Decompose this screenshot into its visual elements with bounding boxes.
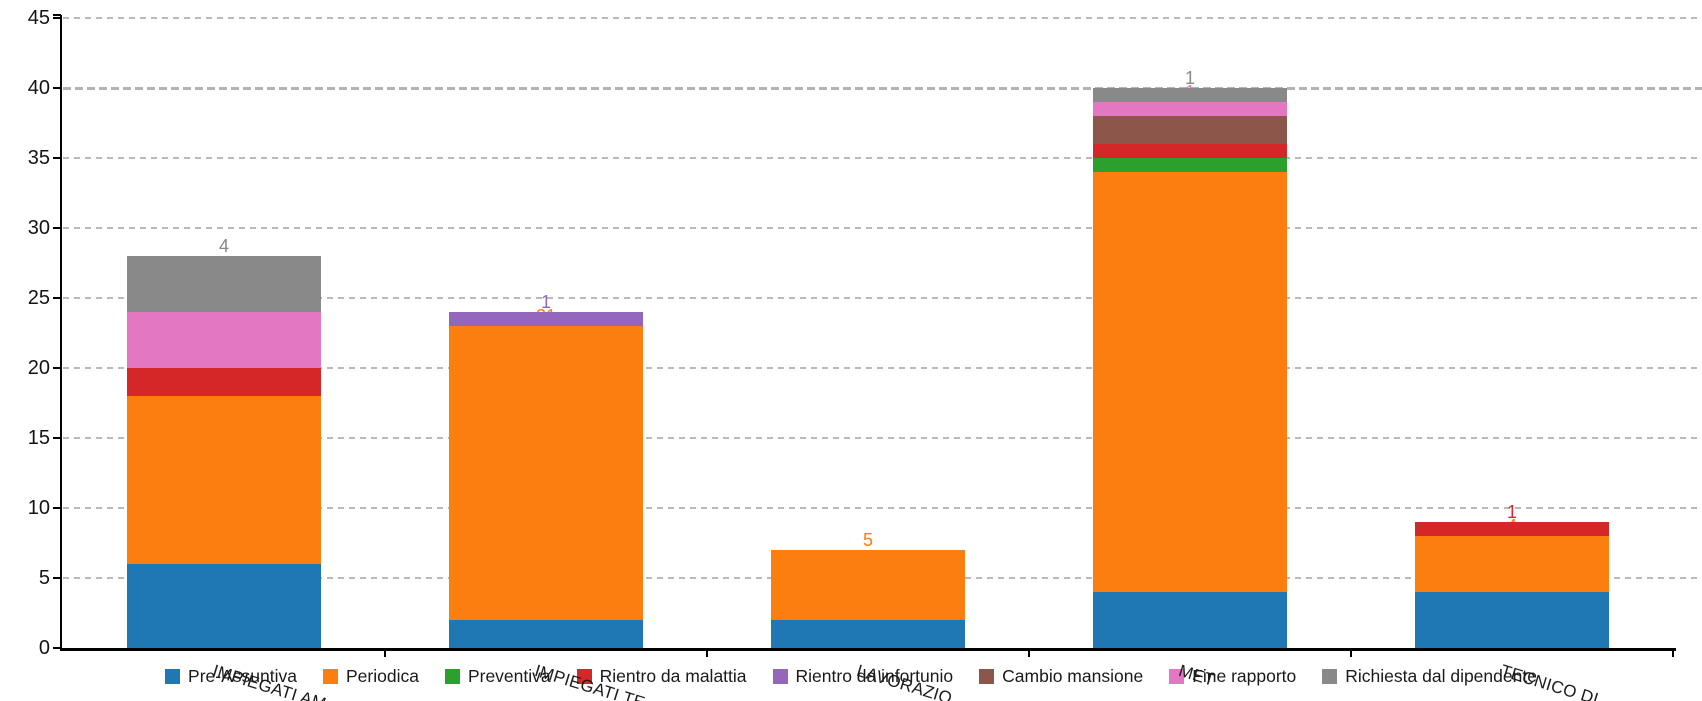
gridline-35 (63, 157, 1702, 159)
x-axis-tick (1672, 649, 1674, 657)
y-axis-tick-label: 10 (27, 497, 50, 519)
bar-segment[interactable] (1093, 102, 1287, 116)
y-axis-tick-label: 30 (27, 217, 50, 239)
legend: Pre-Assuntiva Periodica Preventiva Rientro … (0, 666, 1702, 687)
bar-segment[interactable] (127, 368, 321, 396)
legend-swatch-icon (576, 669, 592, 684)
legend-label: Periodica (345, 666, 419, 686)
bar-segment[interactable] (449, 620, 643, 648)
bar-segment[interactable] (1093, 158, 1287, 172)
bar-segment[interactable] (1093, 172, 1287, 592)
legend-label: Cambio mansione (1002, 666, 1144, 686)
y-axis-tick-10 (53, 507, 61, 509)
y-axis-line (60, 15, 62, 651)
legend-label: Richiesta dal dipendente (1345, 666, 1537, 686)
legend-label: Fine rapporto (1192, 666, 1297, 686)
y-axis-tick-label: 20 (27, 357, 50, 379)
y-axis-tick-label: 0 (38, 637, 50, 659)
y-axis-tick-30 (53, 227, 61, 229)
bar-segment[interactable] (1093, 116, 1287, 144)
segment-value-label: 5 (862, 530, 873, 550)
legend-item[interactable]: Periodica (322, 666, 419, 687)
bar-segment[interactable] (1415, 536, 1609, 592)
legend-item[interactable]: Pre-Assuntiva (165, 666, 297, 687)
bar-segment[interactable] (1093, 144, 1287, 158)
x-axis-tick (706, 649, 708, 657)
legend-swatch-icon (1322, 669, 1338, 684)
y-axis-tick-label: 25 (27, 287, 50, 309)
legend-item[interactable]: Rientro da infortunio (772, 666, 954, 687)
legend-swatch-icon (444, 669, 460, 684)
segment-value-label: 1 (540, 292, 551, 312)
y-axis-tick-45 (53, 17, 61, 19)
gridline-20 (63, 367, 1702, 369)
segment-value-label: 1 (1184, 68, 1195, 88)
legend-swatch-icon (772, 669, 788, 684)
bar-segment[interactable] (127, 564, 321, 648)
legend-label: Rientro da infortunio (795, 666, 954, 686)
y-axis-tick-40 (53, 87, 61, 89)
legend-item[interactable]: Richiesta dal dipendente (1322, 666, 1537, 687)
y-axis-tick-label: 15 (27, 427, 50, 449)
legend-item[interactable]: Fine rapporto (1169, 666, 1296, 687)
y-axis-tick-label: 45 (27, 7, 50, 29)
legend-item[interactable]: Rientro da malattia (576, 666, 747, 687)
x-axis-line (60, 648, 1676, 651)
x-axis-tick (1350, 649, 1352, 657)
y-axis-tick-label: 40 (27, 77, 50, 99)
gridline-45 (63, 17, 1702, 19)
y-axis-tick-15 (53, 437, 61, 439)
bar-segment[interactable] (771, 620, 965, 648)
gridline-15 (63, 437, 1702, 439)
y-axis-endcap (53, 14, 61, 16)
gridline-10 (63, 507, 1702, 509)
legend-item[interactable]: Preventiva (444, 666, 551, 687)
x-axis-tick (1028, 649, 1030, 657)
bar-segment[interactable] (771, 550, 965, 620)
y-axis-tick-35 (53, 157, 61, 159)
legend-swatch-icon (1169, 669, 1185, 684)
legend-label: Preventiva (467, 666, 551, 686)
legend-label: Pre-Assuntiva (188, 666, 297, 686)
legend-swatch-icon (322, 669, 338, 684)
legend-item[interactable]: Cambio mansione (979, 666, 1143, 687)
segment-value-label: 1 (1506, 502, 1517, 522)
bar-segment[interactable] (1093, 592, 1287, 648)
bar-segment[interactable] (1093, 88, 1287, 102)
bar-segment[interactable] (127, 256, 321, 312)
gridline-40 (63, 87, 1702, 90)
x-axis-tick (384, 649, 386, 657)
y-axis-tick-0 (53, 647, 61, 649)
bar-segment[interactable] (1415, 522, 1609, 536)
legend-swatch-icon (165, 669, 181, 684)
bar-segment[interactable] (449, 326, 643, 620)
gridline-30 (63, 227, 1702, 229)
bar-segment[interactable] (449, 312, 643, 326)
y-axis-tick-label: 35 (27, 147, 50, 169)
bar-segment[interactable] (127, 396, 321, 564)
gridline-25 (63, 297, 1702, 299)
y-axis-tick-25 (53, 297, 61, 299)
legend-label: Rientro da malattia (599, 666, 747, 686)
legend-swatch-icon (979, 669, 995, 684)
y-axis-tick-5 (53, 577, 61, 579)
segment-value-label: 4 (218, 236, 229, 256)
y-axis-tick-20 (53, 367, 61, 369)
bar-segment[interactable] (1415, 592, 1609, 648)
bar-segment[interactable] (127, 312, 321, 368)
y-axis-tick-label: 5 (38, 567, 50, 589)
